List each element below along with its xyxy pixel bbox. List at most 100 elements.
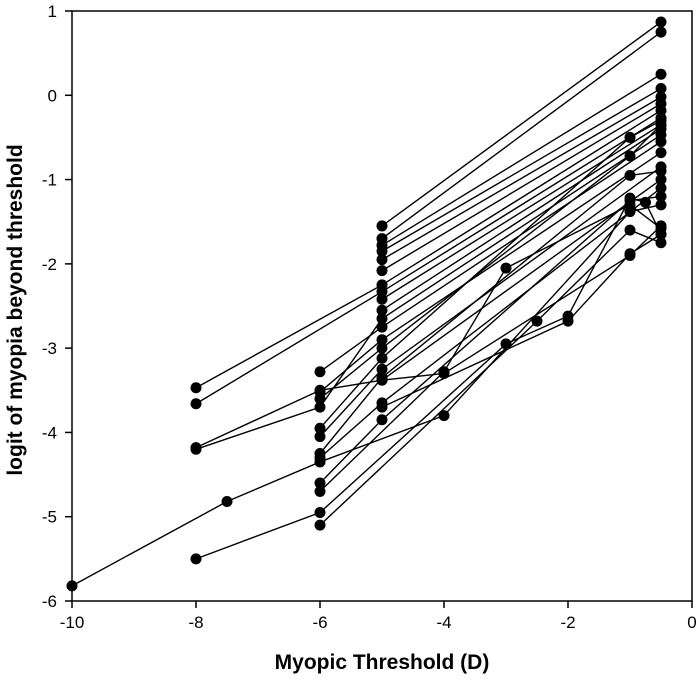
y-tick-label: -5 [42,508,57,527]
data-point [500,262,512,274]
data-point [655,228,667,240]
series-s1 [376,16,667,232]
y-tick-label: -3 [42,339,57,358]
x-axis-title: Myopic Threshold (D) [275,651,490,674]
y-tick-label: -1 [42,171,57,190]
data-point [624,131,636,143]
plot-border [71,10,693,602]
data-point [624,192,636,204]
data-point [314,366,326,378]
data-point [376,321,388,333]
data-point [655,136,667,148]
data-point [624,150,636,162]
series-line [71,204,662,587]
data-point [376,313,388,325]
data-point [655,237,667,249]
series-line [319,124,662,400]
series-s25 [376,228,667,413]
data-point [190,398,202,410]
data-point [655,199,667,211]
data-point [624,169,636,181]
series-line [319,141,662,373]
y-tick-label: -2 [42,255,57,274]
series-s8 [190,112,667,410]
data-point [376,286,388,298]
series-line [381,103,662,272]
series-s4 [376,83,667,257]
data-point [376,254,388,266]
data-point [624,224,636,236]
series-s21 [66,199,667,592]
data-point [655,83,667,95]
data-point [438,367,450,379]
x-tick-label: -8 [188,613,203,632]
y-tick-label: 1 [48,2,57,21]
data-point [500,338,512,350]
data-point [314,401,326,413]
data-point [314,393,326,405]
data-point [531,315,543,327]
data-point [376,334,388,346]
data-point [655,104,667,116]
series-s7 [190,104,667,394]
series-line [195,134,662,450]
data-point [314,384,326,396]
data-point [376,363,388,375]
data-point [190,442,202,454]
series-line [381,96,662,261]
data-point [66,580,78,592]
data-point [376,293,388,305]
data-point [624,249,636,261]
series-line [381,225,662,381]
series-s24 [314,224,667,531]
series-line [381,124,662,300]
data-point [314,485,326,497]
series-s26 [376,220,667,386]
y-axis-title: logit of myopia beyond threshold [4,144,27,475]
data-point [655,147,667,159]
data-point [376,245,388,257]
data-point [640,196,651,208]
series-line [195,179,662,449]
series-s22 [314,199,667,497]
x-tick-label: -10 [60,613,85,632]
data-point [655,165,667,177]
data-point [376,401,388,413]
data-point [314,431,326,443]
series-line [319,187,662,459]
series-line [319,229,662,526]
plot-area [71,10,693,602]
data-point [655,115,667,127]
data-point [376,352,388,364]
series-s6 [376,98,667,277]
data-point [314,519,326,531]
tick-layer: -10 -8 -6 -4 -2 0-6-5-4-3-2-101 [42,2,697,632]
data-point [376,414,388,426]
y-tick-label: -4 [42,423,57,442]
series-s2 [376,26,667,245]
series-line [381,87,662,252]
data-point [655,182,667,194]
series-line [319,119,662,429]
series-s15 [314,115,667,434]
data-point [314,507,326,518]
x-tick-label: -4 [436,613,451,632]
series-line [381,31,662,240]
data-point [376,342,388,354]
data-point [655,16,667,28]
series-line [381,233,662,408]
x-tick-label: 0 [687,613,696,632]
data-point [314,477,326,489]
data-point [314,456,326,468]
data-point [376,265,388,277]
y-tick-label: 0 [48,86,57,105]
data-point [655,190,667,202]
x-tick-label: -6 [312,613,327,632]
x-tick-label: -2 [560,613,575,632]
data-point [655,26,667,38]
data-point [562,315,574,327]
data-point [655,220,667,232]
data-point [376,374,388,386]
series-s12 [314,136,667,378]
